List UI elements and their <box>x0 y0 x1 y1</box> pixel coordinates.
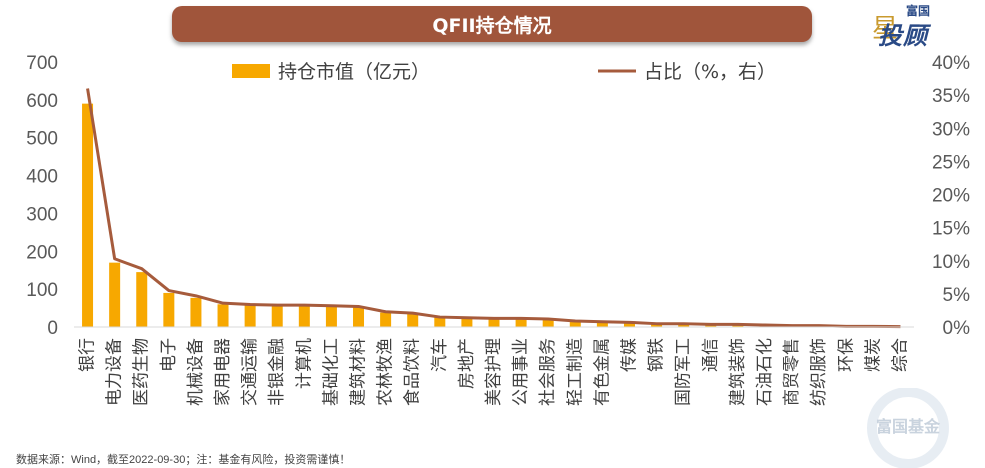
bar <box>136 272 148 327</box>
x-tick-label: 计算机 <box>294 338 314 389</box>
x-tick-label: 食品饮料 <box>403 338 423 406</box>
bar <box>515 318 527 327</box>
bar <box>271 306 283 327</box>
x-tick-label: 纺织服饰 <box>809 338 829 406</box>
bar-series <box>82 103 906 328</box>
x-tick-label: 轻工制造 <box>565 338 585 406</box>
footnote: 数据来源：Wind，截至2022-09-30；注：基金有风险，投资需谨慎！ <box>16 454 351 466</box>
y-right-tick-label: 5% <box>943 285 971 306</box>
x-tick-label: 医药生物 <box>132 338 152 406</box>
y-left-tick-label: 0 <box>47 318 58 339</box>
line-series <box>86 88 901 329</box>
x-tick-label: 基础化工 <box>321 338 341 406</box>
x-tick-label: 国防军工 <box>674 338 694 406</box>
bar <box>109 262 121 327</box>
y-left-tick-label: 300 <box>26 204 58 225</box>
x-tick-label: 机械设备 <box>186 338 206 406</box>
y-left-tick-label: 500 <box>26 129 58 150</box>
y-right-tick-label: 10% <box>932 252 970 273</box>
bar <box>217 304 229 327</box>
legend: 持仓市值（亿元） 占比（%，右） <box>232 61 776 83</box>
y-right-tick-label: 40% <box>932 53 970 74</box>
bar <box>434 317 446 327</box>
x-tick-label: 有色金属 <box>592 338 612 406</box>
bar <box>380 312 392 327</box>
x-tick-label: 通信 <box>701 338 721 372</box>
y-right-tick-label: 25% <box>932 152 970 173</box>
bar <box>569 321 581 327</box>
y-left-tick-label: 400 <box>26 167 58 188</box>
x-tick-label: 农林牧渔 <box>376 338 396 406</box>
brand-logo: 星 富国 投顾 <box>872 2 980 50</box>
x-tick-label: 美容护理 <box>484 338 504 406</box>
x-tick-label: 传媒 <box>619 338 639 372</box>
x-tick-label: 非银金融 <box>267 338 287 406</box>
bar <box>623 322 635 327</box>
x-tick-label: 钢铁 <box>647 338 667 372</box>
y-left-tick-label: 700 <box>26 53 58 74</box>
bar <box>244 305 256 327</box>
logo-small-text: 富国 <box>906 4 931 18</box>
x-tick-label: 商贸零售 <box>782 338 802 406</box>
bar <box>190 297 202 327</box>
watermark-text: 富国基金 <box>876 417 941 436</box>
y-right-tick-label: 0% <box>943 318 971 339</box>
y-right-tick-label: 30% <box>932 119 970 140</box>
bar <box>163 292 175 327</box>
logo-big-text: 投顾 <box>878 22 928 50</box>
bar <box>678 323 690 327</box>
x-tick-label: 电力设备 <box>105 338 125 406</box>
x-tick-label: 房地产 <box>457 338 477 389</box>
bar <box>651 323 663 327</box>
x-tick-label: 汽车 <box>430 338 450 372</box>
bar <box>542 319 554 327</box>
legend-line-label: 占比（%，右） <box>644 61 776 83</box>
bar <box>298 306 310 327</box>
bar <box>732 324 744 327</box>
bar <box>596 322 608 327</box>
y-left-tick-label: 200 <box>26 242 58 263</box>
share-line <box>86 88 901 329</box>
bar <box>353 307 365 327</box>
legend-bar-label: 持仓市值（亿元） <box>278 61 430 83</box>
y-right-tick-label: 20% <box>932 186 970 207</box>
x-tick-label: 建筑材料 <box>349 338 369 406</box>
y-left-tick-label: 100 <box>26 280 58 301</box>
x-tick-label: 综合 <box>890 338 910 372</box>
y-right-tick-label: 15% <box>932 219 970 240</box>
x-tick-label: 公用事业 <box>511 338 531 406</box>
y-right-tick-label: 35% <box>932 86 970 107</box>
x-tick-label: 建筑装饰 <box>728 338 748 406</box>
x-tick-label: 电子 <box>159 338 179 372</box>
bar <box>325 306 337 327</box>
x-tick-label: 煤炭 <box>863 338 883 372</box>
legend-bar-swatch <box>232 64 270 78</box>
x-tick-label: 银行 <box>78 338 98 372</box>
bar <box>461 318 473 327</box>
x-tick-label: 家用电器 <box>213 338 233 406</box>
chart-title: QFII持仓情况 <box>172 6 812 42</box>
bar <box>488 318 500 327</box>
y-left-tick-label: 600 <box>26 91 58 112</box>
star-icon: 星 <box>872 14 899 44</box>
watermark: 富国基金 <box>867 388 949 468</box>
bar <box>407 313 419 327</box>
bar <box>82 103 94 328</box>
x-tick-label: 环保 <box>836 338 856 372</box>
x-tick-label: 社会服务 <box>538 338 558 406</box>
x-tick-label: 石油石化 <box>755 338 775 406</box>
x-tick-label: 交通运输 <box>240 338 260 406</box>
